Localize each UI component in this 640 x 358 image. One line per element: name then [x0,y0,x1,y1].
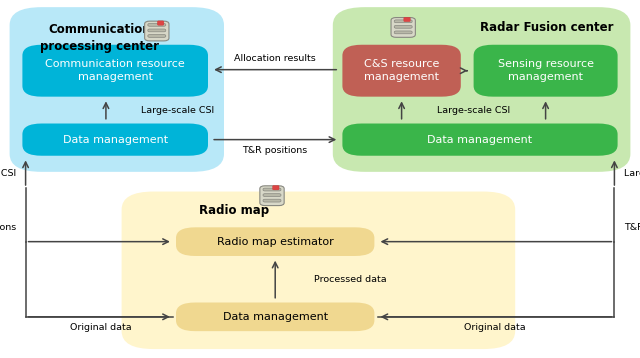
Text: Large-scale CSI: Large-scale CSI [437,106,510,115]
FancyBboxPatch shape [122,192,515,349]
Text: Processed data: Processed data [314,275,386,284]
FancyBboxPatch shape [22,45,208,97]
FancyBboxPatch shape [260,186,284,205]
FancyBboxPatch shape [263,188,281,191]
Text: Sensing resource
management: Sensing resource management [498,59,594,82]
Text: Data management: Data management [223,312,328,322]
Text: Large-scale CSI: Large-scale CSI [0,169,16,178]
FancyBboxPatch shape [263,194,281,197]
Text: Data management: Data management [428,135,532,145]
FancyBboxPatch shape [474,45,618,97]
FancyBboxPatch shape [404,17,410,21]
Text: Allocation results: Allocation results [234,54,316,63]
Text: Radio map estimator: Radio map estimator [217,237,333,247]
Text: Original data: Original data [70,323,132,332]
FancyBboxPatch shape [148,29,166,32]
FancyBboxPatch shape [148,35,166,37]
FancyBboxPatch shape [176,303,374,331]
FancyBboxPatch shape [22,124,208,156]
FancyBboxPatch shape [273,185,279,190]
FancyBboxPatch shape [342,45,461,97]
FancyBboxPatch shape [145,21,169,41]
FancyBboxPatch shape [263,199,281,202]
Text: Large-scale CSI: Large-scale CSI [624,169,640,178]
Text: C&S resource
management: C&S resource management [364,59,439,82]
Text: Data management: Data management [63,135,168,145]
Text: Communication resource
management: Communication resource management [45,59,185,82]
FancyBboxPatch shape [342,124,618,156]
FancyBboxPatch shape [394,20,412,23]
FancyBboxPatch shape [394,25,412,28]
Text: T&R positions: T&R positions [0,223,16,232]
Text: Radio map: Radio map [198,204,269,217]
FancyBboxPatch shape [148,24,166,26]
Text: Radar Fusion center: Radar Fusion center [480,21,614,34]
FancyBboxPatch shape [394,31,412,34]
FancyBboxPatch shape [157,21,164,25]
FancyBboxPatch shape [10,7,224,172]
Text: Large-scale CSI: Large-scale CSI [141,106,214,115]
Text: Original data: Original data [463,323,525,332]
Text: Communication
processing center: Communication processing center [40,23,159,53]
FancyBboxPatch shape [176,227,374,256]
FancyBboxPatch shape [391,18,415,37]
Text: T&R positions: T&R positions [624,223,640,232]
FancyBboxPatch shape [333,7,630,172]
Text: T&R positions: T&R positions [243,146,308,155]
